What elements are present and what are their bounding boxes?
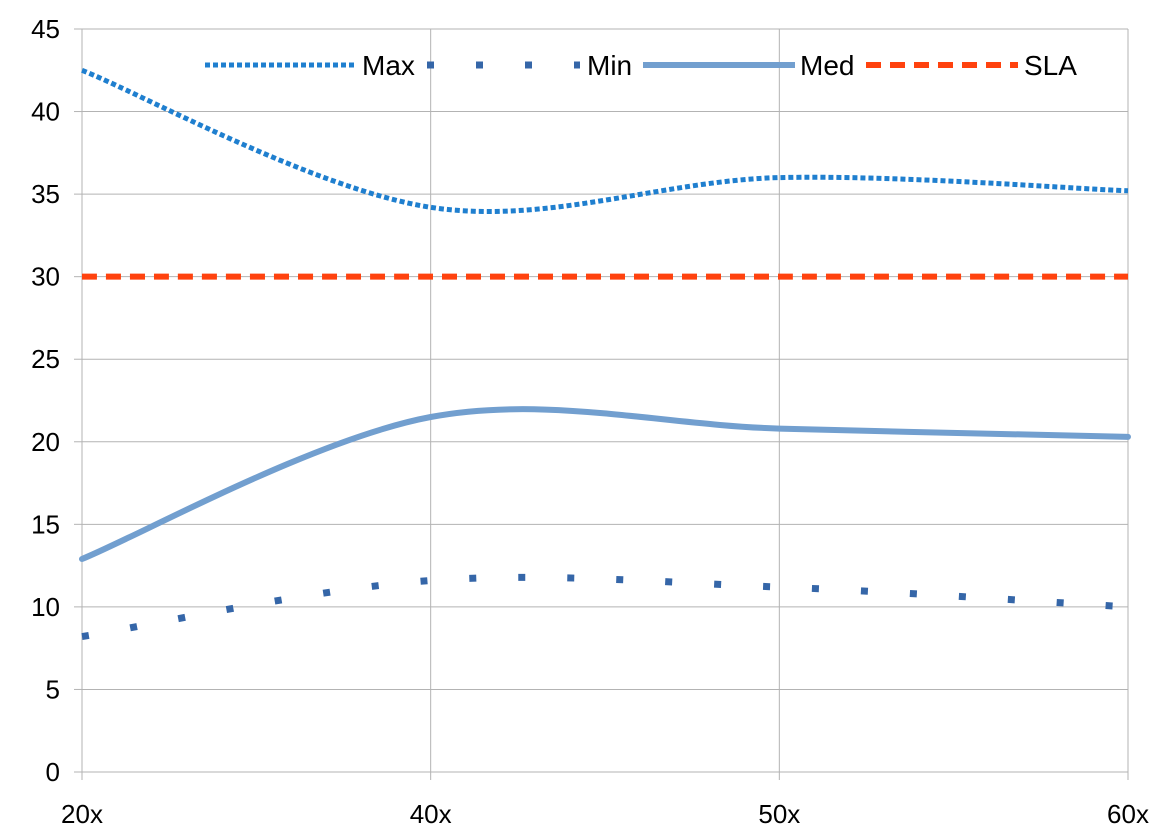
- axes: [74, 28, 1128, 773]
- y-tick-label: 25: [31, 344, 60, 374]
- series-lines: [79, 67, 1131, 641]
- legend-label-med: Med: [800, 50, 854, 81]
- x-tick-label: 50x: [758, 799, 800, 829]
- y-tick-label: 45: [31, 14, 60, 44]
- series-line-max: [81, 67, 1129, 215]
- legend-label-max: Max: [362, 50, 415, 81]
- y-tick-label: 35: [31, 179, 60, 209]
- y-tick-label: 30: [31, 262, 60, 292]
- series-line-med: [79, 406, 1131, 563]
- y-tick-label: 0: [46, 757, 60, 787]
- x-tick-label: 60x: [1107, 799, 1149, 829]
- y-tick-label: 15: [31, 509, 60, 539]
- x-tick-labels: 20x 40x 50x 60x: [61, 799, 1149, 829]
- y-tick-label: 40: [31, 97, 60, 127]
- y-tick-labels: 0 5 10 15 20 25 30 35 40 45: [31, 14, 60, 787]
- legend-label-min: Min: [587, 50, 632, 81]
- legend-label-sla: SLA: [1024, 50, 1077, 81]
- y-tick-label: 5: [46, 674, 60, 704]
- x-tick-label: 40x: [410, 799, 452, 829]
- y-tick-label: 20: [31, 427, 60, 457]
- legend: Max Min Med SLA: [205, 50, 1077, 81]
- y-tick-label: 10: [31, 592, 60, 622]
- x-tick-label: 20x: [61, 799, 103, 829]
